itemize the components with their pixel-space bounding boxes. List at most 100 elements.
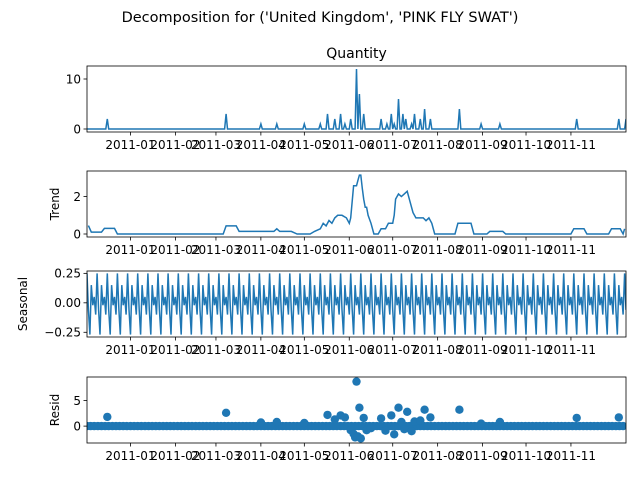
x-tick-label: 2011-08 [413,138,463,152]
resid-point [330,415,339,424]
y-axis-label: Seasonal [16,277,30,331]
figure-suptitle: Decomposition for ('United Kingdom', 'PI… [122,10,519,26]
plot-area [87,273,626,335]
plot-area [87,68,626,130]
subplot-title: Quantity [326,46,387,62]
resid-point [355,403,364,412]
x-tick-label: 2011-09 [457,138,507,152]
x-tick-label: 2011-07 [368,449,418,463]
x-tick-label: 2011-11 [546,243,596,257]
x-tick-label: 2011-11 [546,138,596,152]
resid-point [387,411,396,420]
y-tick-label: 0 [73,419,81,433]
y-tick-label: 5 [73,394,81,408]
resid-point [323,410,332,420]
x-tick-label: 2011-03 [191,243,241,257]
resid-point [420,405,429,414]
axes-frame [86,65,627,133]
resid-point [400,425,409,434]
resid-point [272,417,281,427]
axes-frame [86,170,627,238]
subplot-2: 2011-012011-022011-032011-042011-052011-… [16,267,627,357]
x-tick-label: 2011-09 [457,343,507,357]
x-tick-label: 2011-11 [546,343,596,357]
x-tick-label: 2011-04 [236,343,286,357]
resid-point [403,407,412,416]
resid-point [455,405,464,414]
x-tick-label: 2011-10 [501,449,551,463]
resid-point [397,417,406,427]
x-tick-label: 2011-05 [279,138,329,152]
plot-area [87,174,626,236]
x-tick-label: 2011-02 [150,243,200,257]
seasonal-line [87,273,626,335]
resid-point [103,412,112,422]
x-tick-label: 2011-07 [368,243,418,257]
resid-point [394,403,403,412]
y-tick-label: 0.00 [54,296,81,310]
subplot-0: 2011-012011-022011-032011-042011-052011-… [66,46,627,152]
x-tick-label: 2011-06 [324,343,374,357]
resid-point [376,414,386,423]
subplot-3: 2011-012011-022011-032011-042011-052011-… [48,376,627,463]
y-axis-label: Trend [48,188,62,222]
x-tick-label: 2011-08 [413,449,463,463]
series-line [87,174,626,236]
resid-point [572,413,581,423]
resid-point [300,418,309,428]
x-tick-label: 2011-07 [368,138,418,152]
x-tick-label: 2011-03 [191,343,241,357]
x-tick-label: 2011-09 [457,449,507,463]
x-tick-label: 2011-05 [279,449,329,463]
resid-point [359,413,368,423]
plot-area [87,377,626,443]
x-tick-label: 2011-02 [150,343,200,357]
y-tick-label: 2 [73,190,81,204]
x-tick-label: 2011-01 [105,243,155,257]
resid-point [256,418,266,427]
x-tick-label: 2011-01 [105,449,155,463]
x-tick-label: 2011-11 [546,449,596,463]
x-tick-label: 2011-01 [105,343,155,357]
resid-point [426,413,435,422]
subplot-grid: 2011-012011-022011-032011-042011-052011-… [16,46,627,463]
x-tick-label: 2011-10 [501,243,551,257]
x-tick-label: 2011-01 [105,138,155,152]
x-tick-label: 2011-04 [236,449,286,463]
resid-point [476,419,486,428]
resid-point [614,413,623,422]
x-tick-label: 2011-02 [150,449,200,463]
y-axis-label: Resid [48,394,62,426]
y-tick-label: 0 [73,227,81,241]
resid-point [381,426,390,435]
resid-point [416,416,425,425]
series-line [87,68,626,130]
resid-point [356,434,365,443]
y-tick-label: −0.25 [44,326,81,340]
x-tick-label: 2011-06 [324,138,374,152]
x-tick-label: 2011-06 [324,449,374,463]
x-tick-label: 2011-04 [236,243,286,257]
axes-frame [86,376,627,444]
resid-point [352,377,361,386]
y-tick-label: 0.25 [54,267,81,281]
resid-point [618,421,626,431]
resid-point [221,408,231,417]
x-tick-label: 2011-03 [191,449,241,463]
x-tick-label: 2011-10 [501,138,551,152]
x-tick-label: 2011-02 [150,138,200,152]
x-tick-label: 2011-03 [191,138,241,152]
x-tick-label: 2011-08 [413,243,463,257]
x-tick-label: 2011-04 [236,138,286,152]
axes-frame [86,270,627,338]
x-tick-label: 2011-07 [368,343,418,357]
x-tick-label: 2011-06 [324,243,374,257]
resid-point [407,427,416,436]
y-tick-label: 0 [73,122,81,136]
resid-point [366,424,376,433]
x-tick-label: 2011-05 [279,243,329,257]
x-tick-label: 2011-05 [279,343,329,357]
x-tick-label: 2011-10 [501,343,551,357]
